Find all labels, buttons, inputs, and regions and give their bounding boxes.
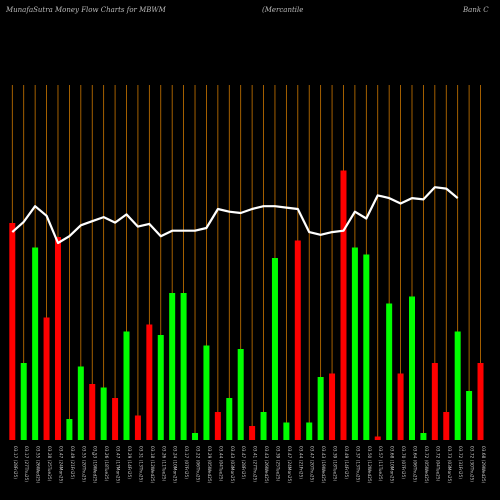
volume-bar: [134, 415, 141, 440]
volume-bar: [157, 335, 164, 440]
x-tick-label: 03.72 (05Wed25): [423, 446, 429, 484]
x-tick-label: 03.47 (20Thu25): [309, 446, 315, 482]
volume-bar: [431, 363, 438, 440]
x-tick-label: 03.39 (18Tue25): [332, 446, 338, 482]
x-tick-labels: 03.17 (28Fri25) 03.17 (27Thu25) 03.55 (26W…: [12, 446, 486, 484]
volume-bar: [226, 398, 233, 440]
volume-bar: [237, 349, 244, 440]
x-tick-label: 03.28 (25Tue25): [46, 446, 52, 482]
x-tick-label: 03.18 (12Wed25): [149, 446, 155, 484]
x-tick-label: 03.29 (05Wed25): [206, 446, 212, 484]
volume-bar: [351, 247, 358, 440]
x-tick-label: 03.26 (11Tue25): [160, 446, 166, 482]
x-tick-label: 03.22 (06Thu25): [195, 446, 201, 482]
x-tick-label: 03.55 (20Thu25): [80, 446, 86, 482]
x-tick-label: 03.47 (24Mon25): [286, 446, 292, 483]
volume-bar: [409, 296, 415, 440]
x-tick-label: 03.72 (31Fri25): [457, 446, 463, 479]
volume-bar: [386, 303, 393, 440]
volume-bar: [397, 373, 404, 440]
volume-bar: [466, 391, 473, 440]
volume-bar: [180, 293, 187, 440]
x-tick-label: 03.55 (26Wed25): [35, 446, 41, 484]
volume-bar: [260, 412, 267, 440]
x-tick-label: 03.47 (24Mon25): [57, 446, 63, 483]
company-name-tail: Bank C: [463, 6, 489, 14]
x-tick-label: 03.44 (21Fri25): [297, 446, 303, 479]
volume-bar: [271, 258, 278, 440]
volume-bar: [294, 240, 301, 440]
volume-bar: [66, 419, 73, 440]
x-tick-label: 03.17 (28Fri25): [12, 446, 18, 479]
x-tick-label: 03.53 (19Wed25): [92, 446, 98, 484]
volume-bar: [306, 422, 313, 440]
x-tick-label: 03.68 (29Wed25): [480, 446, 486, 484]
x-tick-label: 03.29 (14Fri25): [126, 446, 132, 479]
volume-bar: [443, 412, 450, 440]
volume-bar: [477, 363, 484, 440]
x-tick-label: 03.26 (18Tue25): [103, 446, 109, 482]
x-tick-label: 03.37 (13Thu25): [354, 446, 360, 482]
x-tick-label: 03.50 (12Wed25): [366, 446, 372, 484]
x-tick-label: 03.64 (06Thu25): [412, 446, 418, 482]
volume-bar: [317, 377, 324, 440]
volume-bar: [89, 384, 96, 440]
x-tick-label: 03.72 (30Thu25): [469, 446, 475, 482]
volume-bar: [100, 387, 107, 440]
volume-bar: [214, 412, 221, 440]
volume-bars: [9, 170, 484, 440]
x-tick-label: 03.47 (17Mon25): [115, 446, 121, 483]
volume-bar: [374, 436, 381, 440]
x-tick-label: 03.43 (03Mon25): [229, 446, 235, 483]
x-tick-label: 03.72 (04Tue25): [434, 446, 440, 482]
company-name: (Mercantile: [262, 6, 304, 14]
axis-marker-label: c: [92, 451, 95, 457]
x-tick-label: 03.57 (11Tue25): [377, 446, 383, 482]
x-tick-label: 03.73 (03Mon25): [446, 446, 452, 483]
volume-bar: [32, 247, 39, 440]
x-tick-label: 03.41 (27Thu25): [252, 446, 258, 482]
volume-bar: [249, 426, 256, 440]
volume-bar: [146, 324, 153, 440]
x-tick-label: 03.44 (04Tue25): [217, 446, 223, 482]
volume-bar: [123, 331, 130, 440]
x-tick-label: 03.68 (10Mon25): [389, 446, 395, 483]
volume-bar: [77, 366, 84, 440]
volume-bar: [54, 237, 61, 440]
volume-bar: [454, 331, 461, 440]
x-tick-label: 03.17 (07Fri25): [183, 446, 189, 479]
x-tick-label: 03.17 (27Thu25): [23, 446, 29, 482]
volume-bar: [420, 433, 427, 440]
volume-bar: [329, 373, 336, 440]
x-tick-label: 03.70 (07Fri25): [400, 446, 406, 479]
x-tick-label: 03.39 (25Tue25): [274, 446, 280, 482]
x-tick-label: 03.47 (28Fri25): [240, 446, 246, 479]
price-line: [11, 186, 459, 245]
x-tick-label: 03.43 (19Wed25): [320, 446, 326, 484]
volume-bar: [203, 345, 210, 440]
x-tick-label: 03.43 (26Wed25): [263, 446, 269, 484]
volume-bar: [192, 433, 199, 440]
volume-bar: [112, 398, 119, 440]
volume-bar: [283, 422, 290, 440]
volume-bar: [340, 170, 347, 440]
x-tick-label: 03.24 (10Mon25): [172, 446, 178, 483]
x-tick-label: 03.49 (21Fri25): [69, 446, 75, 479]
x-tick-label: 03.49 (14Fri25): [343, 446, 349, 479]
chart-title: MunafaSutra Money Flow Charts for MBWM: [6, 6, 166, 14]
volume-bar: [43, 317, 50, 440]
volume-bar: [9, 223, 16, 440]
volume-bar: [169, 293, 176, 440]
volume-bar: [363, 254, 370, 440]
x-tick-label: 03.31 (13Thu25): [137, 446, 143, 482]
volume-bar: [20, 363, 27, 440]
